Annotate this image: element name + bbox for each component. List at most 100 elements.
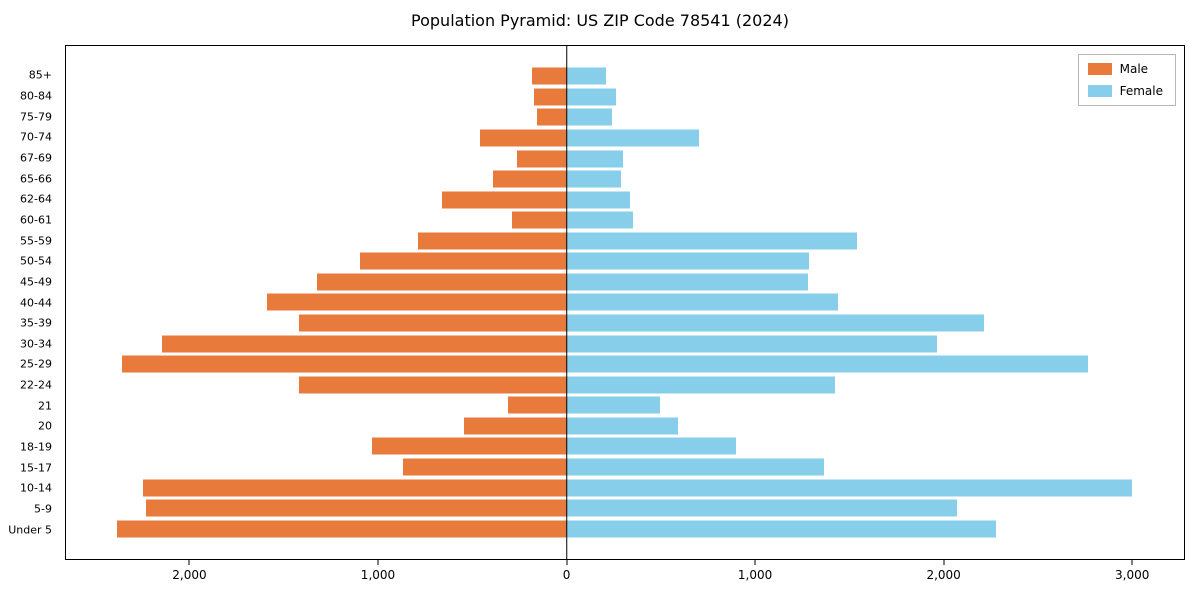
y-axis-label: 30-34	[20, 337, 52, 351]
bar-male	[143, 479, 567, 497]
pyramid-row	[66, 210, 1184, 231]
tick-mark	[377, 560, 379, 565]
y-axis-label: 40-44	[20, 296, 52, 309]
bar-female	[566, 191, 630, 209]
bar-female	[566, 67, 607, 85]
bar-male	[146, 499, 567, 517]
pyramid-row	[66, 313, 1184, 334]
bar-female	[566, 129, 700, 147]
y-axis-label: 25-29	[20, 357, 52, 371]
x-axis-tick-label: 1,000	[737, 568, 773, 582]
bar-male	[536, 108, 567, 126]
bar-female	[566, 417, 678, 435]
bar-male	[417, 232, 567, 250]
bar-male	[116, 520, 567, 538]
bar-female	[566, 293, 838, 311]
y-axis-label: 35-39	[20, 316, 52, 330]
pyramid-row	[66, 272, 1184, 293]
pyramid-row	[66, 498, 1184, 519]
bars-container	[66, 46, 1184, 559]
pyramid-row	[66, 477, 1184, 498]
pyramid-row	[66, 333, 1184, 354]
y-axis-label: 50-54	[20, 254, 52, 268]
y-axis-label: 80-84	[20, 89, 52, 103]
legend: Male Female	[1077, 54, 1176, 106]
bar-female	[566, 108, 612, 126]
bar-male	[371, 437, 567, 455]
bar-female	[566, 252, 810, 270]
x-axis-ticks: 2,000 1,000 0 1,000 2,000 3,000	[65, 559, 1185, 585]
legend-label-female: Female	[1119, 84, 1163, 98]
pyramid-row	[66, 457, 1184, 478]
bar-male	[299, 376, 567, 394]
y-axis-label: 67-69	[20, 151, 52, 165]
tick-mark	[188, 560, 190, 565]
y-axis-label: 15-17	[20, 461, 52, 475]
bar-female	[566, 376, 835, 394]
pyramid-row	[66, 374, 1184, 395]
bar-male	[122, 355, 567, 373]
pyramid-row	[66, 169, 1184, 190]
y-axis-label: 55-59	[20, 234, 52, 248]
bar-female	[566, 335, 938, 353]
x-axis-tick-label: 2,000	[926, 568, 961, 582]
legend-item-female: Female	[1087, 84, 1163, 98]
tick-mark	[754, 560, 756, 565]
bar-male	[512, 211, 567, 229]
bar-female	[566, 211, 634, 229]
pyramid-row	[66, 231, 1184, 252]
pyramid-row	[66, 128, 1184, 149]
x-axis-tick-label: 0	[562, 568, 571, 582]
bar-female	[566, 314, 984, 332]
y-axis-label: Under 5	[8, 523, 52, 537]
x-axis-tick-label: 3,000	[1115, 568, 1150, 582]
bar-male	[516, 150, 567, 168]
bar-female	[566, 396, 660, 414]
bar-male	[442, 191, 567, 209]
y-axis-label: 85+	[28, 68, 52, 82]
bar-female	[566, 479, 1133, 497]
bar-male	[402, 458, 567, 476]
pyramid-row	[66, 189, 1184, 210]
x-axis-tick-label: 1,000	[360, 568, 396, 582]
y-axis-label: 45-49	[20, 275, 52, 289]
bar-female	[566, 355, 1088, 373]
tick-mark	[1131, 560, 1133, 565]
y-axis-label: 10-14	[20, 481, 52, 495]
bar-female	[566, 437, 737, 455]
bar-male	[267, 293, 567, 311]
bar-male	[480, 129, 567, 147]
bar-male	[317, 273, 567, 291]
pyramid-row	[66, 148, 1184, 169]
bar-male	[533, 88, 567, 106]
plot-area: Male Female	[65, 45, 1185, 560]
pyramid-row	[66, 87, 1184, 108]
zero-axis-line	[565, 46, 568, 559]
x-axis-tick-label: 2,000	[172, 568, 207, 582]
bar-male	[299, 314, 567, 332]
pyramid-row	[66, 395, 1184, 416]
pyramid-row	[66, 107, 1184, 128]
female-color-swatch	[1087, 85, 1112, 97]
y-axis-label: 20	[38, 419, 52, 433]
pyramid-row	[66, 66, 1184, 87]
bar-male	[493, 170, 567, 188]
y-axis-label: 21	[38, 399, 52, 413]
y-axis-label: 62-64	[20, 192, 52, 206]
pyramid-row	[66, 436, 1184, 457]
y-axis-label: 18-19	[20, 440, 52, 454]
bar-male	[359, 252, 567, 270]
y-axis-label: 5-9	[34, 502, 52, 516]
bar-female	[566, 88, 616, 106]
y-axis-label: 70-74	[20, 130, 52, 144]
tick-mark	[566, 560, 568, 565]
male-color-swatch	[1087, 63, 1112, 75]
bar-male	[508, 396, 567, 414]
y-axis-label: 65-66	[20, 172, 52, 186]
pyramid-row	[66, 354, 1184, 375]
pyramid-row	[66, 416, 1184, 437]
bar-male	[531, 67, 567, 85]
pyramid-row	[66, 251, 1184, 272]
bar-female	[566, 520, 996, 538]
bar-female	[566, 273, 808, 291]
